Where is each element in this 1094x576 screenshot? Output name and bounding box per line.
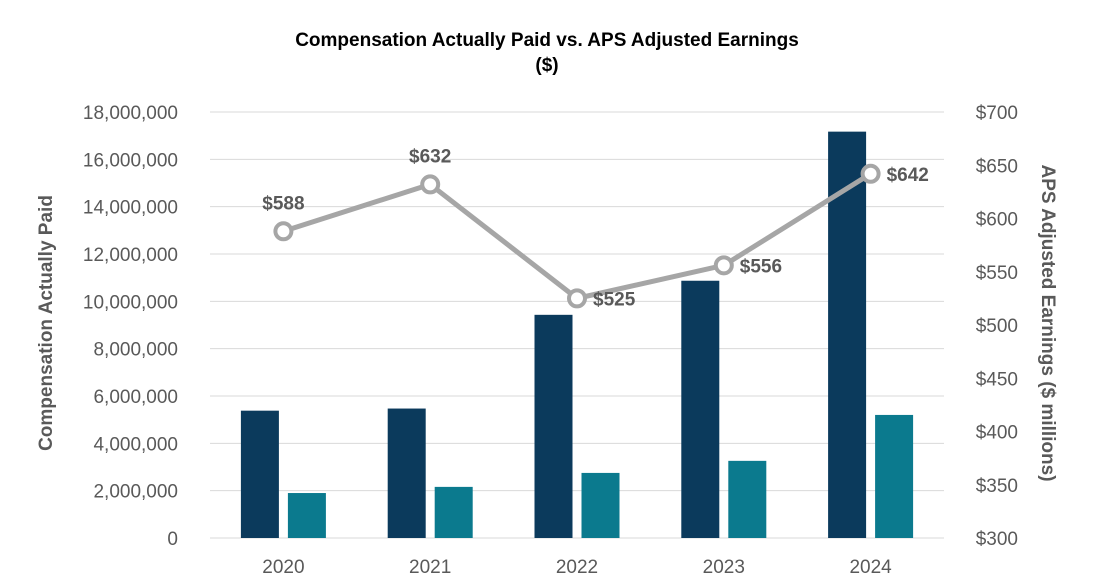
y-tick-right: $550 <box>976 263 1018 284</box>
y-tick-right: $350 <box>976 476 1018 497</box>
y-tick-left: 14,000,000 <box>83 198 178 219</box>
y-tick-left: 6,000,000 <box>93 387 178 408</box>
data-labels: $588 $632 $525 $556 $642 <box>262 146 929 310</box>
earnings-data-label: $642 <box>887 165 929 186</box>
y-tick-right: $300 <box>976 529 1018 550</box>
earnings-point <box>713 255 734 276</box>
y-tick-left: 10,000,000 <box>83 292 178 313</box>
earnings-point <box>420 174 441 195</box>
bar-peo <box>387 408 426 538</box>
y-tick-right: $400 <box>976 423 1018 444</box>
x-tick: 2023 <box>703 557 745 576</box>
x-tick: 2021 <box>409 557 451 576</box>
bar-non-peo <box>728 460 767 538</box>
earnings-point <box>860 163 881 184</box>
earnings-line-path <box>282 171 872 301</box>
earnings-point <box>273 221 294 242</box>
earnings-data-label: $556 <box>740 256 782 277</box>
bar-peo <box>534 314 573 538</box>
y-tick-left: 12,000,000 <box>83 245 178 266</box>
earnings-line <box>273 163 881 309</box>
bar-non-peo <box>875 414 914 538</box>
x-tick: 2022 <box>556 557 598 576</box>
y-tick-left: 16,000,000 <box>83 150 178 171</box>
y-tick-right: $600 <box>976 210 1018 231</box>
y-tick-left: 8,000,000 <box>93 340 178 361</box>
y-axis-title-right: APS Adjusted Earnings ($ millions) <box>1037 164 1058 481</box>
x-tick: 2024 <box>849 557 892 576</box>
earnings-data-label: $588 <box>262 193 304 214</box>
y-tick-left: 18,000,000 <box>83 103 178 124</box>
y-tick-left: 4,000,000 <box>93 434 178 455</box>
y-axis-title-left: Compensation Actually Paid <box>36 195 57 451</box>
chart-subtitle: ($) <box>535 55 558 76</box>
chart-title: Compensation Actually Paid vs. APS Adjus… <box>295 30 799 51</box>
bars <box>240 131 914 539</box>
y-tick-left: 0 <box>167 529 178 550</box>
bar-non-peo <box>287 493 326 538</box>
bar-non-peo <box>434 486 473 538</box>
axis-ticks: 0 2,000,000 4,000,000 6,000,000 8,000,000 10,… <box>83 103 1018 576</box>
y-tick-right: $650 <box>976 156 1018 177</box>
y-tick-right: $500 <box>976 316 1018 337</box>
earnings-point <box>567 288 587 309</box>
bar-non-peo <box>581 472 620 538</box>
y-tick-right: $700 <box>976 103 1018 124</box>
y-tick-left: 2,000,000 <box>93 482 178 503</box>
bar-peo <box>240 410 279 538</box>
earnings-data-label: $525 <box>593 289 636 310</box>
x-tick: 2020 <box>262 557 304 576</box>
y-tick-right: $450 <box>976 369 1018 390</box>
bar-peo <box>681 280 720 538</box>
bar-peo <box>828 131 867 539</box>
earnings-data-label: $632 <box>409 146 451 167</box>
